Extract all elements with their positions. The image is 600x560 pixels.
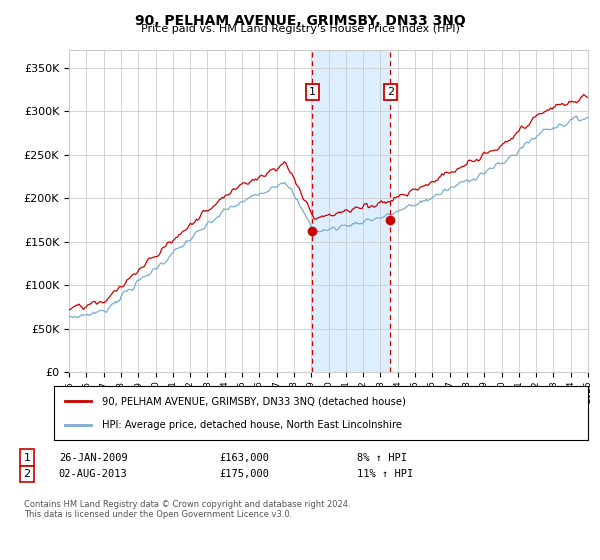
Text: 90, PELHAM AVENUE, GRIMSBY, DN33 3NQ: 90, PELHAM AVENUE, GRIMSBY, DN33 3NQ <box>134 14 466 28</box>
Text: Price paid vs. HM Land Registry's House Price Index (HPI): Price paid vs. HM Land Registry's House … <box>140 24 460 34</box>
Text: 8% ↑ HPI: 8% ↑ HPI <box>357 452 407 463</box>
Text: 90, PELHAM AVENUE, GRIMSBY, DN33 3NQ (detached house): 90, PELHAM AVENUE, GRIMSBY, DN33 3NQ (de… <box>102 396 406 407</box>
Text: HPI: Average price, detached house, North East Lincolnshire: HPI: Average price, detached house, Nort… <box>102 419 402 430</box>
Text: 1: 1 <box>309 87 316 97</box>
Text: 2: 2 <box>387 87 394 97</box>
Text: 2: 2 <box>23 469 31 479</box>
Text: 26-JAN-2009: 26-JAN-2009 <box>59 452 128 463</box>
Text: £175,000: £175,000 <box>219 469 269 479</box>
Text: Contains HM Land Registry data © Crown copyright and database right 2024.
This d: Contains HM Land Registry data © Crown c… <box>24 500 350 519</box>
Bar <box>313 50 391 372</box>
Text: 11% ↑ HPI: 11% ↑ HPI <box>357 469 413 479</box>
Text: £163,000: £163,000 <box>219 452 269 463</box>
Text: 1: 1 <box>23 452 31 463</box>
Text: 02-AUG-2013: 02-AUG-2013 <box>59 469 128 479</box>
